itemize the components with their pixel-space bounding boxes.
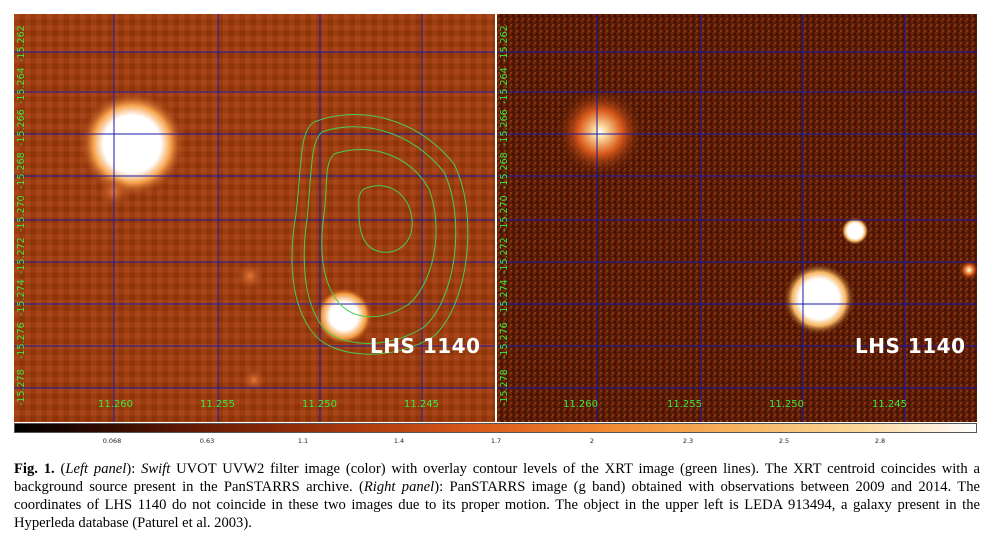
dec-tick: -15.270: [16, 195, 27, 232]
dec-tick: -15.278: [499, 369, 510, 406]
dec-tick: -15.268: [16, 152, 27, 189]
left-panel-label: Left panel: [65, 461, 127, 477]
colorbar-tick: 0.63: [199, 437, 215, 445]
figure-caption: Fig. 1. (Left panel): Swift UVOT UVW2 fi…: [14, 461, 980, 531]
ra-tick: 11.255: [667, 399, 702, 410]
ra-tick: 11.250: [769, 399, 804, 410]
colorbar-tick: 2.5: [778, 437, 790, 445]
ra-tick: 11.260: [98, 399, 133, 410]
dec-tick: -15.262: [16, 25, 27, 62]
colorbar-tick: 1.7: [490, 437, 502, 445]
dec-tick: -15.272: [499, 237, 510, 274]
lhs-1140-star: [783, 263, 855, 335]
dec-tick: -15.270: [499, 195, 510, 232]
ra-tick: 11.260: [563, 399, 598, 410]
panstarrs-image: [497, 14, 977, 422]
dec-tick: -15.262: [499, 25, 510, 62]
colorbar-tick: 2.3: [682, 437, 694, 445]
panel-divider: [495, 14, 497, 422]
ra-tick: 11.245: [872, 399, 907, 410]
coordinate-grid: [497, 14, 977, 422]
right-panel-panstarrs-image: LHS 1140 -15.262 -15.264 -15.266 -15.268…: [497, 14, 977, 422]
dec-tick: -15.274: [499, 279, 510, 316]
colorbar: [14, 423, 977, 433]
dec-tick: -15.278: [16, 369, 27, 406]
dec-tick: -15.276: [499, 322, 510, 359]
figure-label: Fig. 1.: [14, 461, 55, 477]
colorbar-tick: 0.068: [102, 437, 122, 445]
left-panel-uvot-image: LHS 1140 -15.262 -15.264 -15.266 -15.268…: [14, 14, 495, 422]
dec-tick: -15.266: [499, 109, 510, 146]
galaxy-leda-913494: [556, 88, 644, 176]
object-label-lhs-1140: LHS 1140: [370, 334, 481, 358]
background-star: [841, 217, 869, 245]
dec-tick: -15.264: [499, 67, 510, 104]
colorbar-tick: 2: [589, 437, 595, 445]
object-label-lhs-1140: LHS 1140: [855, 334, 966, 358]
ra-tick: 11.245: [404, 399, 439, 410]
dec-tick: -15.272: [16, 237, 27, 274]
right-panel-label: Right panel: [363, 479, 435, 495]
dec-tick: -15.266: [16, 109, 27, 146]
dec-tick: -15.268: [499, 152, 510, 189]
swift-label: Swift: [141, 461, 171, 477]
dec-tick: -15.264: [16, 67, 27, 104]
dec-tick: -15.274: [16, 279, 27, 316]
ra-tick: 11.250: [302, 399, 337, 410]
xrt-contours: [291, 114, 469, 355]
ra-tick: 11.255: [200, 399, 235, 410]
uvot-image: [14, 14, 495, 422]
colorbar-tick: 1.4: [393, 437, 405, 445]
dec-tick: -15.276: [16, 322, 27, 359]
colorbar-tick: 2.8: [874, 437, 886, 445]
lhs-1140-uv-source: [316, 288, 372, 344]
colorbar-tick: 1.1: [297, 437, 309, 445]
galaxy-leda-913494: [80, 92, 184, 196]
